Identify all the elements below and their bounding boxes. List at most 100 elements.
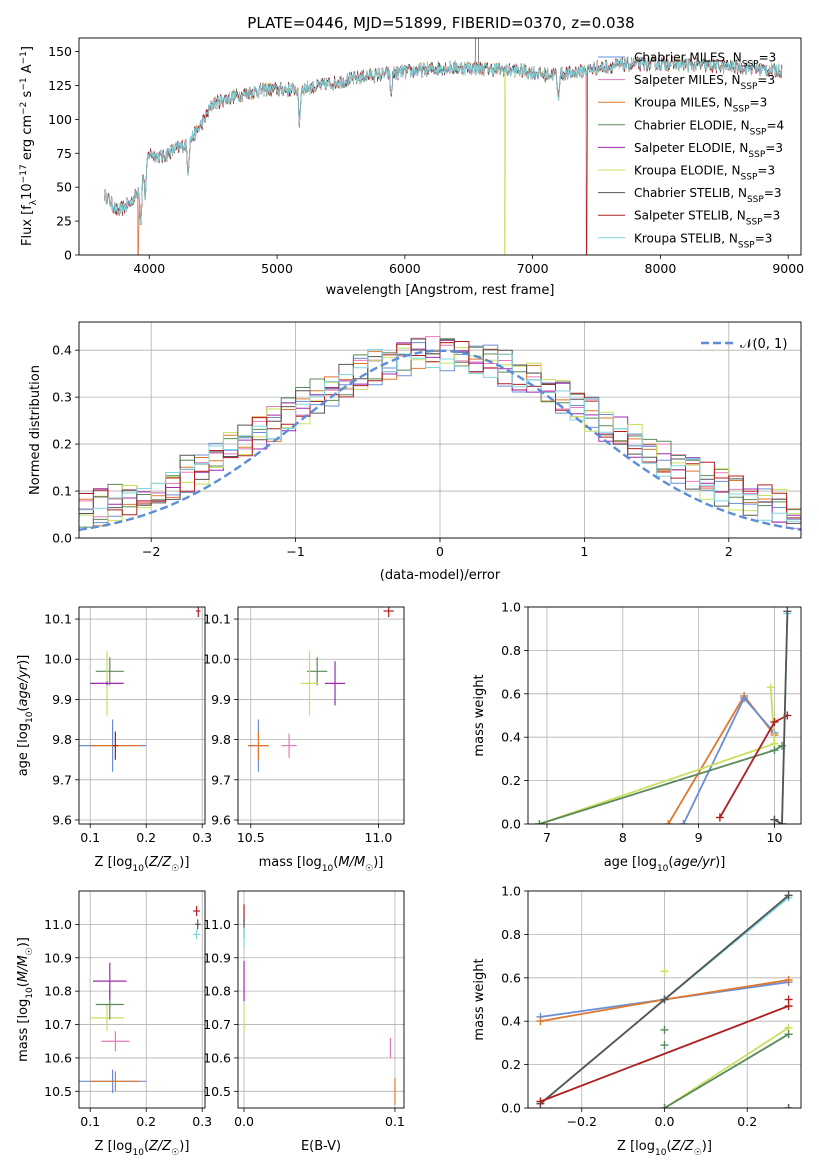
y-tick-label: 0.8 [501,643,521,658]
y-tick-label: 75 [56,146,72,161]
axes-frame [78,606,206,825]
x-tick-label: 5000 [261,261,293,276]
x-tick-label: 9000 [772,261,804,276]
axes-frame [237,890,405,1109]
legend-label: Chabrier ELODIE, NSSP=4 [634,118,784,137]
x-tick-label: 0.2 [136,830,156,845]
x-axis-label: Z [log10(Z/Z☉)] [95,1139,190,1158]
x-axis-label: age [log10(age/yr)] [604,855,726,874]
plot-weight_vs_age: 7 8 9 10 0.0 0.2 0.4 0.6 0.8 1.0 age [log10(age/yr… [472,600,802,874]
y-tick-label: 9.6 [211,812,231,827]
plot-age_vs_mass: 10.5 11.0 9.6 9.7 9.8 9.9 10.0 10.1 mass [log10(… [203,606,405,874]
y-tick-label: 11.0 [44,917,72,932]
legend-label: Chabrier STELIB, NSSP=3 [634,186,782,205]
y-tick-label: 0.4 [52,343,72,358]
plot-mass_vs_ebv: 0.0 0.1 10.5 10.6 10.7 10.8 10.9 11.0 E(B-V) [203,890,405,1154]
x-axis-label: Z [log10(Z/Z☉)] [95,855,190,874]
y-tick-label: 0.1 [52,484,72,499]
plot-area [248,607,394,772]
plot-spectrum: 4000 5000 6000 7000 8000 9000 0 25 50 75 100 125 150… [19,37,804,298]
x-tick-label: 6000 [389,261,421,276]
x-tick-label: 0.2 [136,1114,156,1129]
x-tick-label: −2 [142,544,160,559]
axes-frame [527,890,802,1109]
spectrum-line-kroupa-stelib [104,56,783,224]
y-tick-label: 0.3 [52,390,72,405]
plot-age_vs_Z: 0.1 0.2 0.3 9.6 9.7 9.8 9.9 10.0 10.1 Z [log10(Z/… [16,606,212,874]
y-tick-label: 10.9 [203,950,231,965]
y-tick-label: 100 [48,112,72,127]
axes-frame [78,890,206,1109]
y-tick-label: 10.5 [44,1084,72,1099]
x-axis-label: Z [log10(Z/Z☉)] [617,1139,712,1158]
y-tick-label: 11.0 [203,917,231,932]
axes-frame [78,321,802,539]
x-tick-label: 8 [619,830,627,845]
weight-line-salpeter-stelib [719,714,788,818]
y-tick-label: 10.0 [203,652,231,667]
legend-label: Salpeter ELODIE, NSSP=3 [634,141,783,160]
plot-residual_histogram: −2 −1 0 1 2 0.0 0.1 0.2 0.3 0.4 𝒩(0, 1) (data-model… [28,321,802,583]
x-tick-label: 0.3 [192,1114,212,1129]
plot-area [79,906,201,1093]
y-tick-label: 25 [56,214,72,229]
x-tick-label: 1 [580,544,588,559]
plot-area [79,336,801,531]
y-tick-label: 9.8 [52,732,72,747]
legend-label: Salpeter STELIB, NSSP=3 [634,209,780,228]
y-tick-label: 0.6 [501,686,521,701]
legend-label: 𝒩(0, 1) [740,337,787,352]
plot-mass_vs_Z: 0.1 0.2 0.3 10.5 10.6 10.7 10.8 10.9 11.0 Z [log1… [16,890,212,1158]
x-tick-label: 7 [543,830,551,845]
y-tick-label: 10.9 [44,950,72,965]
x-tick-label: −0.2 [567,1114,597,1129]
y-tick-label: 10.1 [203,612,231,627]
y-axis-label: age [log10(age/yr)] [16,655,35,777]
y-tick-label: 1.0 [501,600,521,615]
y-tick-label: 9.6 [52,812,72,827]
weight-line-salpeter-stelib [540,1005,789,1103]
legend-label: Kroupa ELODIE, NSSP=3 [634,164,775,183]
y-tick-label: 9.9 [211,692,231,707]
axes-frame [527,606,802,825]
y-tick-label: 10.5 [203,1084,231,1099]
x-tick-label: 8000 [645,261,677,276]
y-tick-label: 0 [64,248,72,263]
plot-area [104,38,783,255]
x-axis-label: mass [log10(M/M☉)] [259,855,384,874]
legend-label: Chabrier MILES, NSSP=3 [634,51,776,70]
x-tick-label: 0.3 [192,830,212,845]
gaussian-curve [79,349,801,531]
y-tick-label: 10.7 [203,1017,231,1032]
legend-label: Kroupa STELIB, NSSP=3 [634,231,772,250]
y-tick-label: 9.7 [211,772,231,787]
y-tick-label: 0.2 [501,1057,521,1072]
x-tick-label: −1 [286,544,304,559]
plot-area [536,891,793,1108]
y-tick-label: 10.6 [44,1050,72,1065]
x-tick-label: 0.0 [234,1114,254,1129]
x-tick-label: 2 [725,544,733,559]
histogram-step-kroupa-stelib [79,348,801,522]
y-tick-label: 0.4 [501,730,521,745]
x-tick-label: 0.2 [737,1114,757,1129]
x-tick-label: 0.0 [655,1114,675,1129]
weight-line-kroupa-elodie [664,1026,790,1108]
x-tick-label: 0.1 [80,1114,100,1129]
x-tick-label: 0.1 [80,830,100,845]
histogram-step-salpeter-stelib [79,341,801,519]
y-tick-label: 0.0 [501,1101,521,1116]
y-tick-label: 0.0 [52,531,72,546]
x-axis-label: wavelength [Angstrom, rest frame] [326,283,555,298]
plot-area [79,607,201,772]
axes-frame [78,37,802,256]
weight-line-chabrier-elodie [539,745,783,824]
weight-line-chabrier-miles [682,696,776,824]
y-axis-label: mass weight [472,958,487,1040]
y-tick-label: 0.2 [52,437,72,452]
y-tick-label: 10.1 [44,612,72,627]
y-tick-label: 0.4 [501,1014,521,1029]
y-tick-label: 50 [56,180,72,195]
y-axis-label: mass weight [472,674,487,756]
